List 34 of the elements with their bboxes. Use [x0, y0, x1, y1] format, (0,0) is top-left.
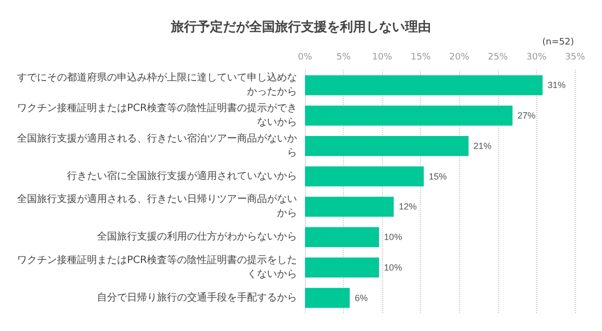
y-tick-label: 全国旅行支援の利用の仕方がわからないから: [97, 230, 297, 243]
x-tick-label: 10%: [372, 52, 393, 62]
y-tick-label: 自分で日帰り旅行の交通手段を手配するから: [97, 291, 297, 304]
x-tick-label: 20%: [449, 52, 470, 62]
text: (n=52): [542, 38, 574, 48]
y-tick-label: すでにその都道府県の申込み枠が上限に達していて申し込めなかったから: [17, 72, 297, 98]
x-tick-label: 0%: [298, 52, 313, 62]
bar: [305, 288, 350, 308]
data-label: 21%: [474, 140, 492, 151]
bar: [305, 75, 543, 96]
bar: [305, 166, 424, 186]
x-tick-label: 35%: [564, 52, 586, 62]
bar: [305, 106, 513, 126]
data-label: 27%: [518, 110, 536, 121]
y-tick-label: 行きたい宿に全国旅行支援が適用されていないから: [67, 170, 297, 182]
bar: [305, 227, 380, 248]
y-tick-label: 全国旅行支援が適用される、行きたい宿泊ツアー商品がないから: [17, 132, 297, 158]
y-tick-label: ワクチン接種証明またはPCR検査等の陰性証明書の提示をしたくないから: [17, 254, 297, 280]
x-tick-label: 30%: [526, 52, 547, 62]
data-label: 6%: [354, 292, 368, 303]
chart-title: 旅行予定だが全国旅行支援を利用しない理由: [170, 19, 431, 35]
bar: [305, 136, 469, 156]
x-tick-label: 5%: [336, 52, 352, 62]
data-label: 15%: [428, 171, 447, 182]
bar: [305, 257, 380, 278]
x-tick-label: 25%: [488, 52, 508, 62]
bar: [305, 196, 394, 217]
y-tick-label: 全国旅行支援が適用される、行きたい日帰りツアー商品がないから: [17, 193, 297, 220]
y-tick-label: ワクチン接種証明またはPCR検査等の陰性証明書の提示ができないから: [17, 102, 297, 128]
data-label: 10%: [384, 262, 402, 272]
data-label: 31%: [548, 80, 566, 90]
data-label: 12%: [398, 202, 417, 212]
x-tick-label: 15%: [410, 52, 432, 62]
data-label: 10%: [384, 232, 402, 242]
